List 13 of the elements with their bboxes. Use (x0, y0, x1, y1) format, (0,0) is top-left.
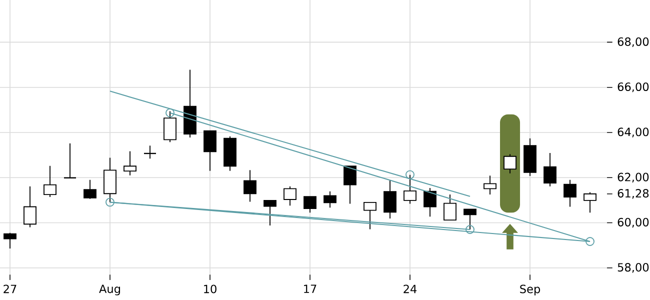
y-tick-label: 58,00 (618, 263, 649, 273)
x-tick-label: Aug (99, 284, 120, 296)
x-tick-label: Sep (520, 284, 540, 296)
x-tick-label: 27 (4, 284, 16, 294)
y-tick-label: 62,00 (618, 172, 649, 182)
y-tick-label: 68,00 (618, 37, 649, 48)
y-tick-label: 60,00 (618, 218, 649, 228)
x-tick-label: 10 (204, 284, 216, 294)
x-tick-label: 24 (404, 284, 417, 294)
y-tick-label: 64,00 (618, 128, 649, 138)
y-tick-label: 66,00 (618, 82, 649, 92)
y-tick-label: 61,28 (618, 189, 649, 199)
x-tick-label: 17 (304, 284, 316, 293)
